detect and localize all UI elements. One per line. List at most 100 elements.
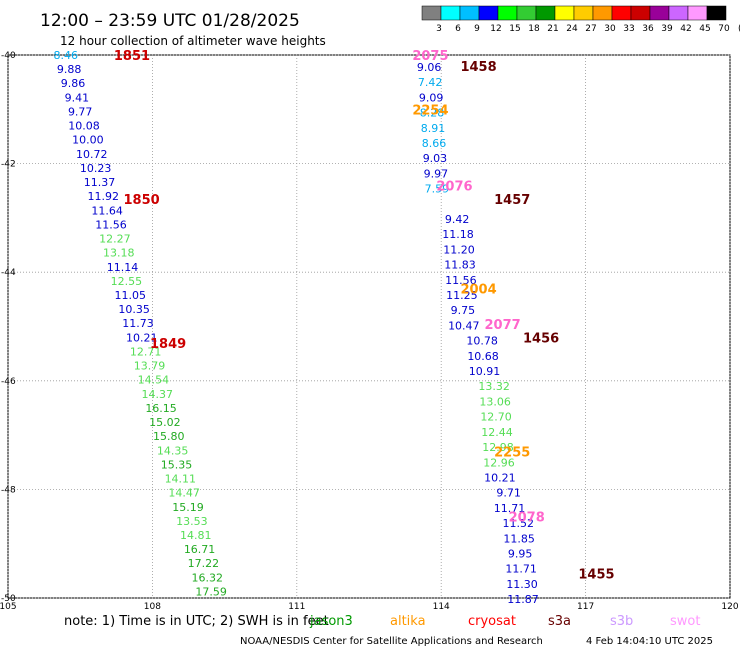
colorbar-label: 45 <box>699 24 710 34</box>
swh-value: 11.64 <box>91 204 123 217</box>
swh-value: 8.66 <box>422 137 447 150</box>
swh-value: 11.87 <box>507 593 539 606</box>
swh-value: 9.75 <box>451 304 476 317</box>
swh-value: 9.86 <box>61 77 86 90</box>
x-tick-label: 114 <box>433 602 450 612</box>
x-tick-label: 117 <box>577 602 594 612</box>
swh-value: 16.71 <box>184 543 216 556</box>
swh-value: 10.68 <box>467 350 499 363</box>
pass-label: 1457 <box>494 193 530 208</box>
pass-label: 1456 <box>523 331 559 346</box>
pass-label: 2076 <box>436 179 472 194</box>
pass-label: 1851 <box>114 49 150 64</box>
swh-value: 15.35 <box>161 458 193 471</box>
swh-value: 11.71 <box>505 563 537 576</box>
pass-label: 2254 <box>412 103 448 118</box>
swh-value: 12.70 <box>480 411 512 424</box>
swh-value: 11.18 <box>442 228 474 241</box>
swh-value: 14.54 <box>138 374 170 387</box>
y-tick-label: -48 <box>1 485 16 495</box>
swh-value: 11.56 <box>95 218 127 231</box>
swh-value: 10.72 <box>76 148 108 161</box>
swh-value: 10.35 <box>118 303 150 316</box>
swh-value: 16.15 <box>145 402 177 415</box>
data-points: 8.469.889.869.419.77 10.0810.0010.7210.23… <box>54 49 539 606</box>
x-tick-label: 120 <box>721 602 738 612</box>
colorbar-swatch <box>668 5 689 21</box>
swh-value: 10.21 <box>126 331 158 344</box>
colorbar-label: 30 <box>604 24 616 34</box>
colorbar-label: 18 <box>528 24 540 34</box>
swh-value: 13.06 <box>479 395 511 408</box>
swh-value: 11.92 <box>88 190 120 203</box>
colorbar-swatch <box>459 5 480 21</box>
swh-value: 10.91 <box>469 365 501 378</box>
swh-value: 11.14 <box>107 261 139 274</box>
swh-value: 11.25 <box>446 289 478 302</box>
pass-label: 1849 <box>150 337 186 352</box>
colorbar-swatch <box>706 5 727 21</box>
swh-value: 11.56 <box>445 274 477 287</box>
colorbar-swatch <box>649 5 670 21</box>
swh-value: 14.37 <box>141 388 173 401</box>
legend-note: note: 1) Time is in UTC; 2) SWH is in fe… <box>64 614 329 629</box>
pass-label: 1455 <box>578 568 614 583</box>
colorbar-swatch <box>421 5 442 21</box>
colorbar-swatch <box>497 5 518 21</box>
pass-label: 2078 <box>509 511 545 526</box>
pass-label: 2077 <box>485 318 521 333</box>
legend-item-cryosat: cryosat <box>468 614 516 629</box>
swh-value: 8.28 <box>420 107 445 120</box>
swh-value: 15.02 <box>149 416 181 429</box>
swh-value: 9.03 <box>423 152 448 165</box>
swh-value: 12.96 <box>483 456 515 469</box>
pass-label: 2075 <box>412 49 448 64</box>
pass-label: 1458 <box>460 60 496 75</box>
colorbar-label: 12 <box>490 24 501 34</box>
chart-title: 12:00 – 23:59 UTC 01/28/2025 <box>40 11 300 31</box>
legend-item-s3b: s3b <box>610 614 633 629</box>
x-tick-label: 108 <box>144 602 161 612</box>
footer-credit: NOAA/NESDIS Center for Satellite Applica… <box>240 636 543 647</box>
colorbar-swatch <box>535 5 556 21</box>
swh-value: 14.35 <box>157 444 189 457</box>
swh-value: 10.08 <box>68 120 100 133</box>
swh-value: 10.21 <box>484 471 516 484</box>
chart-subtitle: 12 hour collection of altimeter wave hei… <box>60 34 326 48</box>
swh-value: 14.11 <box>165 473 197 486</box>
swh-value: 13.79 <box>134 360 166 373</box>
colorbar-label: 42 <box>680 24 691 34</box>
grid <box>7 54 731 599</box>
swh-value: 10.23 <box>80 162 112 175</box>
swh-value: 12.44 <box>481 426 513 439</box>
swh-value: 11.85 <box>503 532 535 545</box>
colorbar-unit: (ft) <box>738 24 740 34</box>
swh-value: 7.42 <box>418 76 443 89</box>
swh-value: 9.71 <box>496 487 521 500</box>
colorbar-swatch <box>630 5 651 21</box>
colorbar-label: 3 <box>436 24 442 34</box>
colorbar-label: 70 <box>718 24 730 34</box>
colorbar-label: 36 <box>642 24 654 34</box>
colorbar-swatch <box>611 5 632 21</box>
legend-item-swot: swot <box>670 614 700 629</box>
satellite-legend: jason3 altika cryosat s3a s3b swot <box>309 614 700 629</box>
swh-value: 12.27 <box>99 233 131 246</box>
swh-value: 11.37 <box>84 176 116 189</box>
swh-value: 11.52 <box>502 517 534 530</box>
footer-timestamp: 4 Feb 14:04:10 UTC 2025 <box>586 636 713 647</box>
colorbar-swatch <box>687 5 708 21</box>
y-tick-label: -46 <box>1 377 16 387</box>
swh-value: 11.20 <box>443 243 475 256</box>
axis-ticks: 105 108 111 114 117 120 -40 -42 -44 -46 -48 -50 <box>0 51 739 612</box>
swh-value: 13.18 <box>103 247 135 260</box>
swh-value: 9.77 <box>68 105 93 118</box>
swh-value: 11.83 <box>444 259 476 272</box>
swh-value: 9.88 <box>57 63 82 76</box>
pass-label: 2255 <box>494 445 530 460</box>
swh-value: 7.59 <box>425 183 450 196</box>
colorbar-label: 6 <box>455 24 461 34</box>
legend-item-altika: altika <box>390 614 426 629</box>
colorbar-label: 27 <box>585 24 596 34</box>
